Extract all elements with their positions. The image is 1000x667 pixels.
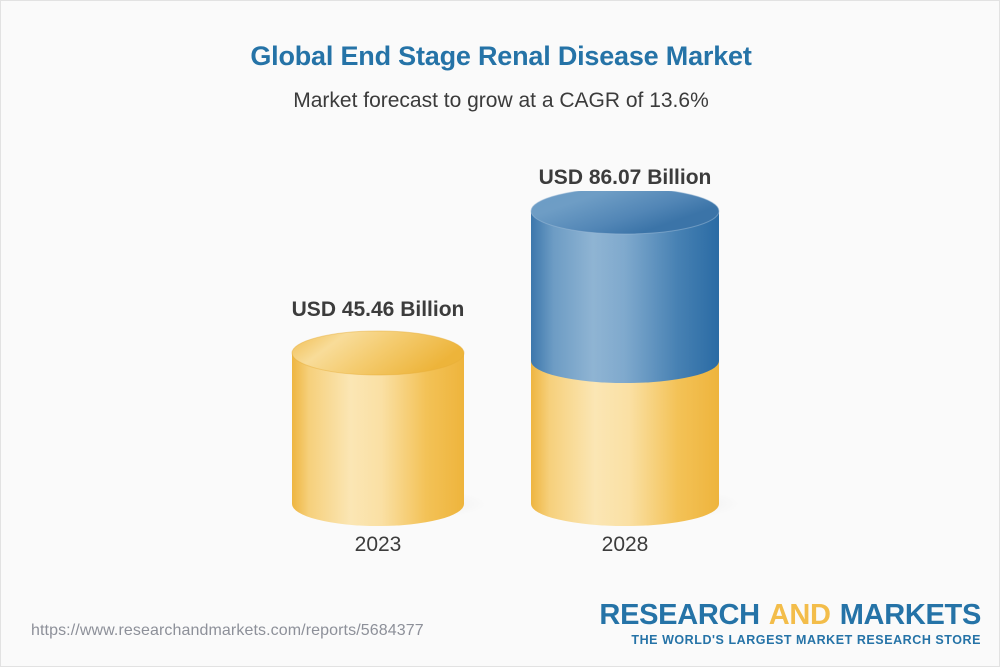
research-and-markets-logo[interactable]: RESEARCH AND MARKETS THE WORLD'S LARGEST M… [599,599,982,647]
logo-word-research: RESEARCH [599,599,760,631]
category-label-2023: 2023 [354,533,402,556]
chart-subtitle: Market forecast to grow at a CAGR of 13.… [293,89,709,112]
logo-word-and: AND [768,599,831,631]
value-label-2028: USD 86.07 Billion [538,166,712,189]
logo-wordmark: RESEARCH AND MARKETS [599,599,982,631]
cylinder-top-2023 [292,331,464,375]
bar-cylinder-2023 [291,330,487,526]
cylinder-segment-blue-2028 [531,211,719,383]
category-label-2028: 2028 [601,533,649,556]
logo-word-markets: MARKETS [839,599,982,631]
bar-cylinder-2028 [530,191,741,526]
cylinder-top-2028 [531,191,719,234]
cylinder-top-rim-2028 [530,191,720,235]
cylinder-top-rim-2023 [291,330,465,376]
cylinder-segment-yellow-2028 [531,361,719,526]
report-url[interactable]: https://www.researchandmarkets.com/repor… [31,622,424,639]
cylinder-body-2023 [292,353,464,526]
plot-area: USD 45.46 Billion [1,1,999,601]
value-label-2023: USD 45.46 Billion [291,298,465,321]
logo-tagline: THE WORLD'S LARGEST MARKET RESEARCH STOR… [631,632,981,647]
chart-title: Global End Stage Renal Disease Market [250,41,752,71]
